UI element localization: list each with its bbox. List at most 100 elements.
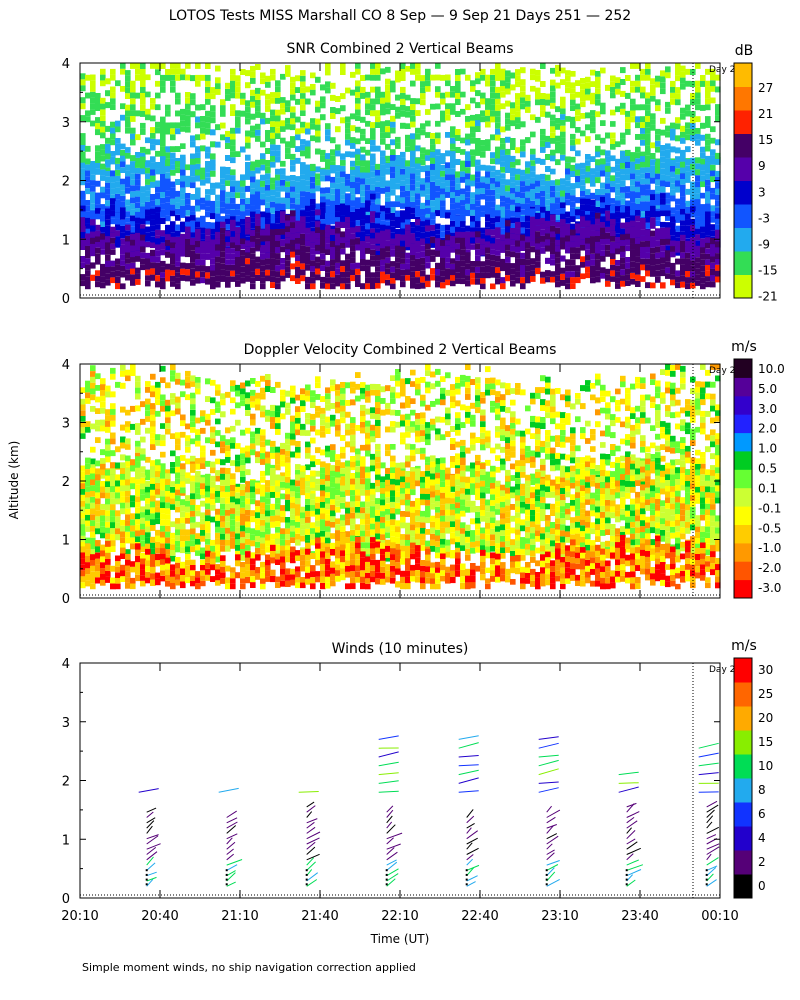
heatmap-cell [425,176,431,183]
heatmap-cell [105,225,111,231]
heatmap-cell [540,140,546,147]
heatmap-cell [485,266,491,273]
heatmap-cell [500,103,506,110]
heatmap-cell [200,457,206,464]
heatmap-cell [695,187,701,194]
heatmap-cell [205,74,211,81]
heatmap-cell [360,219,366,226]
heatmap-cell [400,69,406,75]
heatmap-cell [140,128,146,135]
heatmap-cell [480,249,486,256]
heatmap-cell [85,258,91,265]
heatmap-cell [95,247,101,254]
heatmap-cell [515,111,521,118]
heatmap-cell [275,174,281,181]
heatmap-cell [615,283,621,289]
heatmap-cell [95,437,101,443]
heatmap-cell [100,68,106,75]
heatmap-cell [310,193,316,199]
heatmap-cell [130,405,136,412]
heatmap-cell [565,116,571,122]
heatmap-cell [645,282,651,289]
heatmap-cell [425,171,431,177]
heatmap-cell [250,113,256,120]
heatmap-cell [120,254,126,261]
heatmap-cell [125,409,131,416]
heatmap-cell [370,128,376,134]
heatmap-cell [365,120,371,127]
heatmap-cell [695,205,701,211]
heatmap-cell [185,92,191,98]
heatmap-cell [290,175,296,181]
heatmap-cell [625,280,631,286]
heatmap-cell [555,209,561,216]
heatmap-cell [190,211,196,218]
heatmap-cell [85,386,91,393]
heatmap-cell [390,139,396,146]
heatmap-cell [610,198,616,204]
heatmap-cell [580,239,586,245]
heatmap-cell [145,252,151,259]
heatmap-cell [175,456,181,463]
heatmap-cell [315,248,321,255]
heatmap-cell [470,132,476,138]
heatmap-cell [450,109,456,115]
heatmap-cell [365,138,371,144]
heatmap-cell [375,74,381,81]
heatmap-cell [685,165,691,172]
heatmap-cell [130,63,136,69]
heatmap-cell [590,174,596,181]
heatmap-cell [85,92,91,99]
heatmap-cell [130,245,136,252]
heatmap-cell [565,229,571,236]
heatmap-cell [95,425,101,432]
heatmap-cell [330,161,336,168]
heatmap-cell [585,226,591,232]
heatmap-cell [485,247,491,254]
heatmap-cell [670,235,676,242]
heatmap-cell [300,127,306,134]
heatmap-cell [385,221,391,227]
heatmap-cell [115,138,121,144]
heatmap-cell [115,207,121,213]
heatmap-cell [170,236,176,243]
heatmap-cell [160,128,166,135]
heatmap-cell [285,237,291,244]
heatmap-cell [350,440,356,447]
heatmap-cell [350,233,356,240]
heatmap-cell [155,212,161,219]
heatmap-cell [110,98,116,105]
heatmap-cell [85,228,91,235]
heatmap-cell [290,180,296,187]
heatmap-cell [420,264,426,271]
heatmap-cell [410,222,416,228]
heatmap-cell [415,157,421,164]
heatmap-cell [540,196,546,203]
heatmap-cell [665,198,671,204]
heatmap-cell [255,87,261,94]
heatmap-cell [595,82,601,89]
heatmap-cell [675,168,681,175]
heatmap-cell [110,204,116,211]
heatmap-cell [460,171,466,177]
heatmap-cell [475,249,481,255]
heatmap-cell [645,161,651,168]
heatmap-cell [555,106,561,113]
heatmap-cell [170,247,176,254]
heatmap-cell [620,228,626,235]
heatmap-cell [235,122,241,128]
heatmap-cell [110,232,116,238]
heatmap-cell [355,214,361,221]
heatmap-cell [380,150,386,157]
heatmap-cell [445,174,451,181]
heatmap-cell [365,242,371,248]
heatmap-cell [350,160,356,167]
heatmap-cell [445,245,451,252]
heatmap-cell [595,259,601,265]
heatmap-cell [95,275,101,282]
heatmap-cell [80,139,86,145]
heatmap-cell [365,229,371,235]
heatmap-cell [105,182,111,189]
heatmap-cell [570,241,576,248]
heatmap-cell [695,163,701,170]
